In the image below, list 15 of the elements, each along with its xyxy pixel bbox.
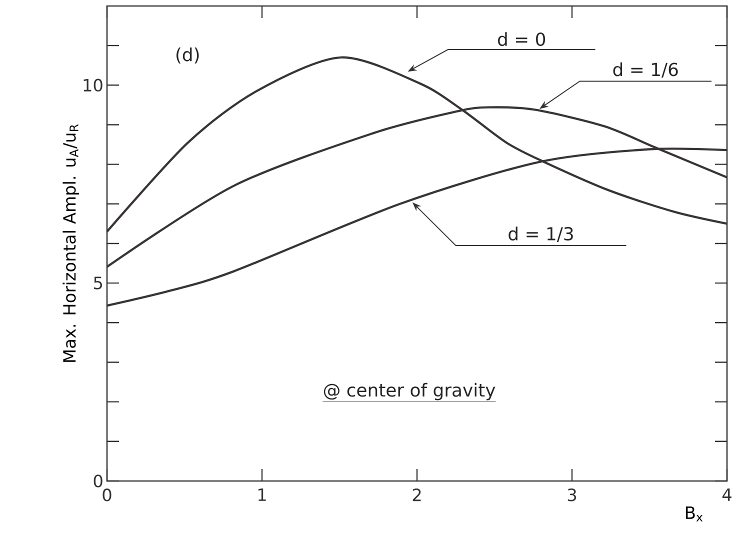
x-axis-title: B$_{x}$ [686, 506, 703, 522]
y-axis-title: Max. Horizontal Ampl. u$_{A}$/u$_{R}$ [62, 124, 80, 362]
annotation: @ center of gravity [324, 382, 496, 400]
annotation: (d) [176, 47, 199, 64]
y-tick-label: 5 [94, 276, 102, 290]
y-tick-label: 0 [94, 474, 102, 488]
x-tick-label: 4 [722, 488, 732, 501]
x-tick-label: 1 [258, 488, 266, 501]
annotation: d = 1/3 [508, 226, 573, 242]
annotation: d = 1/6 [613, 62, 678, 78]
x-tick-label: 0 [102, 488, 112, 502]
x-tick-label: 3 [568, 488, 576, 502]
annotation: d = 0 [498, 32, 546, 46]
y-tick-label: 10 [84, 78, 102, 92]
x-tick-label: 2 [412, 488, 421, 502]
